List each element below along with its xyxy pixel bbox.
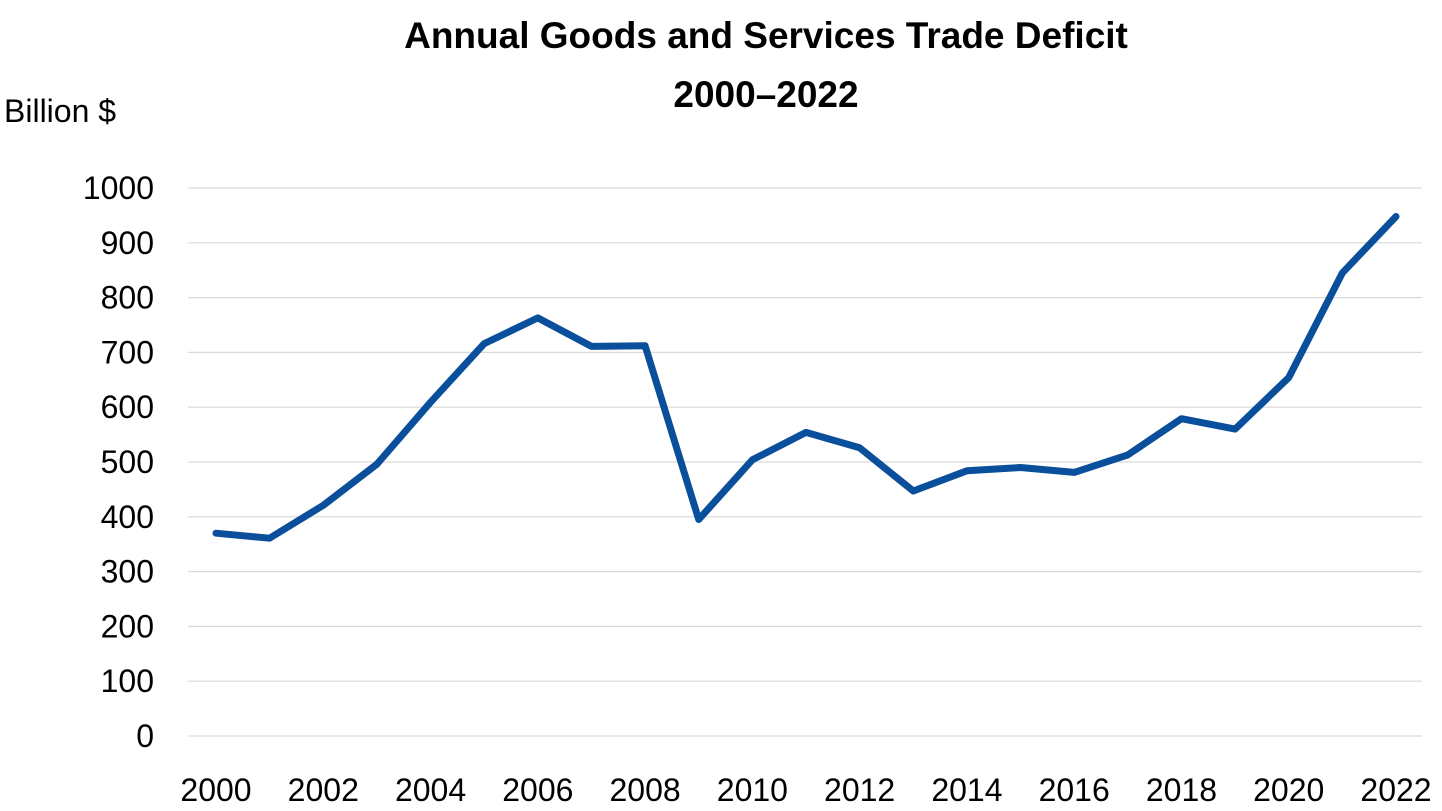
data-point-2013 bbox=[910, 488, 917, 494]
series-line-0 bbox=[212, 213, 1400, 542]
data-point-2012 bbox=[856, 444, 863, 451]
y-tick-label-0: 0 bbox=[136, 718, 154, 754]
y-tick-label-200: 200 bbox=[101, 608, 154, 644]
data-point-2018 bbox=[1178, 415, 1185, 422]
data-point-2015 bbox=[1017, 464, 1024, 471]
x-tick-label-2002: 2002 bbox=[288, 772, 359, 808]
y-tick-label-100: 100 bbox=[101, 663, 154, 699]
gridlines bbox=[188, 187, 1422, 737]
x-tick-label-2004: 2004 bbox=[395, 772, 466, 808]
data-point-2014 bbox=[963, 467, 970, 474]
data-point-2004 bbox=[427, 399, 434, 406]
x-tick-label-2014: 2014 bbox=[931, 772, 1002, 808]
y-tick-label-900: 900 bbox=[101, 225, 154, 261]
y-tick-label-700: 700 bbox=[101, 334, 154, 370]
x-tick-label-2016: 2016 bbox=[1039, 772, 1110, 808]
x-axis-tick-labels: 2000 2002 2004 2006 2008 2010 2012 2014 2016 2018… bbox=[180, 772, 1431, 808]
y-tick-label-1000: 1000 bbox=[83, 170, 154, 206]
x-tick-label-2000: 2000 bbox=[180, 772, 251, 808]
x-tick-label-2020: 2020 bbox=[1253, 772, 1324, 808]
data-point-2020 bbox=[1285, 374, 1292, 381]
data-point-2017 bbox=[1124, 451, 1131, 458]
data-point-2010 bbox=[749, 456, 756, 463]
data-point-2001 bbox=[266, 535, 273, 542]
data-point-2000 bbox=[213, 530, 219, 537]
y-axis-tick-labels: 0 100 200 300 400 500 600 700 800 900 1000 bbox=[83, 170, 154, 754]
data-point-2016 bbox=[1071, 469, 1078, 476]
data-point-2009 bbox=[695, 516, 702, 523]
x-tick-label-2012: 2012 bbox=[824, 772, 895, 808]
y-tick-label-300: 300 bbox=[101, 554, 154, 590]
data-point-2002 bbox=[320, 502, 327, 509]
data-point-2022 bbox=[1393, 213, 1399, 220]
data-point-2021 bbox=[1339, 269, 1346, 276]
x-tick-label-2010: 2010 bbox=[717, 772, 788, 808]
y-tick-label-800: 800 bbox=[101, 280, 154, 316]
y-tick-label-500: 500 bbox=[101, 444, 154, 480]
data-point-2006 bbox=[534, 314, 541, 321]
data-point-2003 bbox=[373, 461, 380, 468]
chart-title: Annual Goods and Services Trade Deficit bbox=[404, 15, 1128, 56]
series-group bbox=[212, 213, 1400, 542]
y-tick-label-600: 600 bbox=[101, 389, 154, 425]
x-tick-label-2022: 2022 bbox=[1360, 772, 1431, 808]
x-tick-label-2006: 2006 bbox=[502, 772, 573, 808]
data-point-2011 bbox=[803, 429, 809, 436]
x-tick-label-2018: 2018 bbox=[1146, 772, 1217, 808]
data-point-2005 bbox=[481, 340, 488, 347]
data-point-2008 bbox=[642, 342, 649, 349]
chart-subtitle: 2000–2022 bbox=[673, 74, 858, 115]
data-point-2019 bbox=[1232, 426, 1239, 433]
data-point-2007 bbox=[588, 343, 595, 350]
y-axis-unit-label: Billion $ bbox=[4, 93, 116, 129]
x-tick-label-2008: 2008 bbox=[609, 772, 680, 808]
y-tick-label-400: 400 bbox=[101, 499, 154, 535]
